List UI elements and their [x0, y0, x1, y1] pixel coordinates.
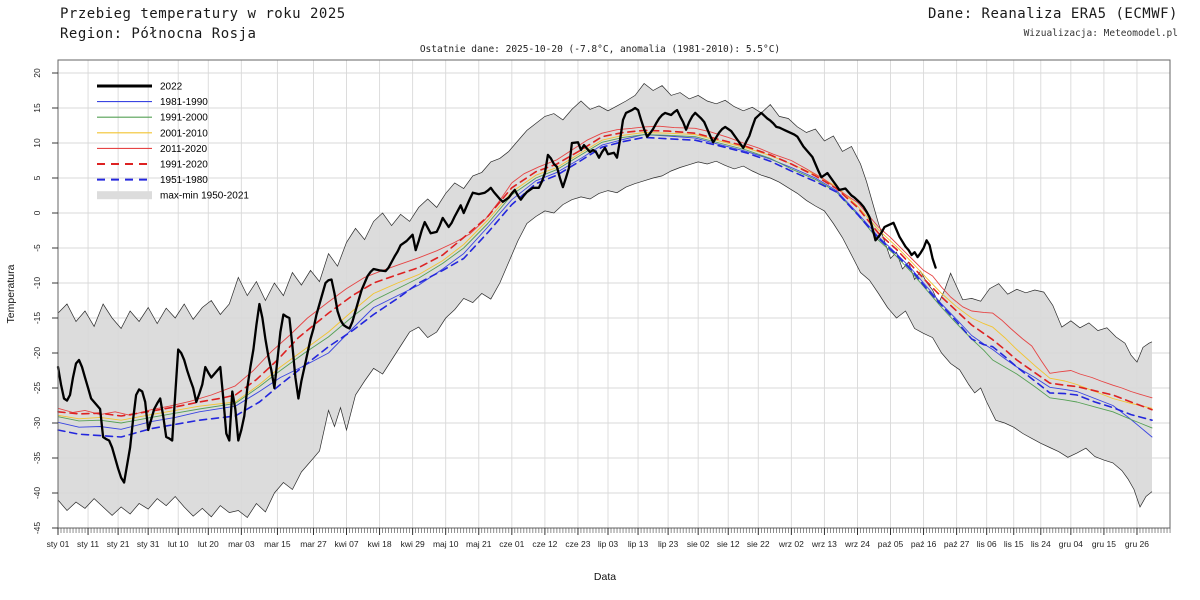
- y-tick-label: -15: [32, 312, 42, 325]
- last-data-subtitle: Ostatnie dane: 2025-10-20 (-7.8°C, anoma…: [419, 44, 781, 55]
- x-tick-label: lip 23: [658, 539, 679, 549]
- series-line-2011-2020: [57, 125, 1153, 416]
- x-tick-label: paź 05: [878, 539, 904, 549]
- x-tick-label: maj 10: [433, 539, 459, 549]
- series-line-2022: [56, 106, 937, 484]
- x-tick-label: mar 27: [300, 539, 327, 549]
- y-tick-label: 10: [32, 138, 42, 148]
- x-tick-label: kwi 07: [334, 539, 358, 549]
- legend-swatch-band: [97, 191, 152, 200]
- band-max-line: [57, 83, 1153, 363]
- x-tick-label: lip 13: [628, 539, 649, 549]
- x-tick-label: sty 01: [47, 539, 70, 549]
- series-line-1981-1990: [57, 134, 1153, 438]
- x-tick-label: lut 10: [168, 539, 189, 549]
- page-title: Przebieg temperatury w roku 2025: [60, 6, 346, 22]
- y-tick-label: -35: [32, 452, 42, 465]
- x-tick-label: cze 01: [499, 539, 524, 549]
- x-tick-label: kwi 18: [368, 539, 392, 549]
- x-tick-label: cze 12: [532, 539, 557, 549]
- x-tick-label: sie 12: [717, 539, 740, 549]
- y-tick-label: 20: [32, 68, 42, 78]
- legend-label-1991-2000: 1991-2000: [160, 113, 208, 124]
- x-tick-label: mar 03: [228, 539, 255, 549]
- y-tick-label: 15: [32, 103, 42, 113]
- y-tick-label: -30: [32, 417, 42, 430]
- legend-label-2001-2010: 2001-2010: [160, 128, 208, 139]
- x-tick-label: paź 16: [911, 539, 937, 549]
- y-tick-label: -40: [32, 487, 42, 500]
- y-tick-label: 0: [32, 210, 42, 215]
- x-tick-label: gru 04: [1059, 539, 1083, 549]
- x-tick-label: lis 24: [1031, 539, 1051, 549]
- y-tick-label: -20: [32, 347, 42, 360]
- legend-label-2022: 2022: [160, 82, 183, 93]
- legend-label-band: max-min 1950-2021: [160, 191, 249, 202]
- y-tick-label: -5: [32, 244, 42, 252]
- legend-label-1991-2020: 1991-2020: [160, 160, 208, 171]
- x-tick-label: sie 02: [687, 539, 710, 549]
- x-tick-label: mar 15: [264, 539, 291, 549]
- region-subtitle: Region: Północna Rosja: [60, 26, 257, 42]
- series-line-1951-1980: [57, 136, 1153, 438]
- x-tick-label: kwi 29: [401, 539, 425, 549]
- data-source-label: Dane: Reanaliza ERA5 (ECMWF): [927, 6, 1178, 22]
- x-tick-label: lip 03: [598, 539, 619, 549]
- x-axis-title: Data: [594, 571, 616, 583]
- legend-label-1951-1980: 1951-1980: [160, 175, 208, 186]
- y-tick-label: -45: [32, 522, 42, 535]
- series-line-1991-2020: [57, 129, 1153, 417]
- x-tick-label: cze 23: [565, 539, 590, 549]
- x-tick-label: wrz 24: [844, 539, 870, 549]
- x-tick-label: sie 22: [747, 539, 770, 549]
- x-tick-label: lis 06: [977, 539, 997, 549]
- legend-label-2011-2020: 2011-2020: [160, 144, 208, 155]
- x-tick-label: gru 26: [1125, 539, 1149, 549]
- x-tick-label: sty 31: [137, 539, 160, 549]
- x-tick-label: lis 15: [1004, 539, 1024, 549]
- x-tick-label: sty 21: [107, 539, 130, 549]
- x-tick-label: wrz 02: [778, 539, 804, 549]
- y-tick-label: 5: [32, 175, 42, 180]
- y-tick-label: -10: [32, 277, 42, 290]
- y-axis-title: Temperatura: [5, 264, 17, 323]
- x-tick-label: sty 11: [77, 539, 99, 549]
- x-tick-label: lut 20: [198, 539, 219, 549]
- x-tick-label: paź 27: [944, 539, 970, 549]
- legend-label-1981-1990: 1981-1990: [160, 97, 208, 108]
- minmax-band: [58, 83, 1152, 518]
- x-tick-label: maj 21: [466, 539, 492, 549]
- x-tick-label: gru 15: [1092, 539, 1116, 549]
- y-tick-label: -25: [32, 382, 42, 395]
- visualization-credit: Wizualizacja: Meteomodel.pl: [1023, 28, 1178, 39]
- x-tick-label: wrz 13: [811, 539, 837, 549]
- band-min-line: [57, 160, 1153, 519]
